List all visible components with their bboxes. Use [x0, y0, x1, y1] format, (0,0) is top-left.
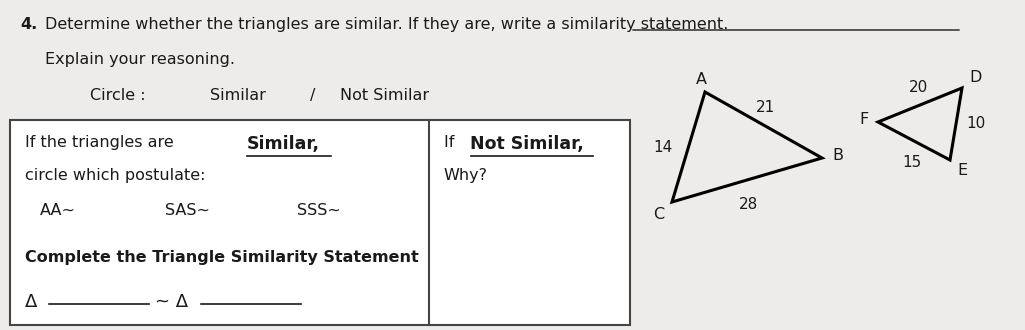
Text: Δ: Δ [25, 293, 37, 311]
Text: 21: 21 [755, 100, 775, 115]
Text: /: / [310, 88, 316, 103]
Text: Not Similar,: Not Similar, [470, 135, 584, 153]
Text: Complete the Triangle Similarity Statement: Complete the Triangle Similarity Stateme… [25, 250, 419, 265]
Text: 4.: 4. [20, 17, 37, 32]
Text: 15: 15 [902, 155, 921, 170]
Text: Why?: Why? [444, 168, 488, 183]
Text: If the triangles are: If the triangles are [25, 135, 179, 150]
Text: 10: 10 [966, 116, 985, 131]
Text: Not Similar: Not Similar [340, 88, 429, 103]
Text: B: B [832, 148, 843, 163]
Text: F: F [860, 113, 869, 127]
Text: circle which postulate:: circle which postulate: [25, 168, 205, 183]
Text: SSS~: SSS~ [297, 203, 341, 218]
Text: Determine whether the triangles are similar. If they are, write a similarity sta: Determine whether the triangles are simi… [45, 17, 729, 32]
Bar [10, 120, 630, 325]
Text: C: C [653, 207, 664, 222]
Text: AA~: AA~ [40, 203, 76, 218]
Text: 14: 14 [653, 140, 672, 154]
Text: ~ Δ: ~ Δ [155, 293, 189, 311]
Text: 20: 20 [908, 80, 928, 95]
Text: Similar: Similar [210, 88, 265, 103]
Text: SAS~: SAS~ [165, 203, 210, 218]
Text: 28: 28 [739, 197, 758, 212]
Text: E: E [957, 163, 968, 178]
Text: A: A [696, 72, 706, 87]
Text: Similar,: Similar, [247, 135, 320, 153]
Text: If: If [444, 135, 459, 150]
Text: Circle :: Circle : [90, 88, 146, 103]
Text: D: D [969, 70, 981, 85]
Text: Explain your reasoning.: Explain your reasoning. [45, 52, 235, 67]
